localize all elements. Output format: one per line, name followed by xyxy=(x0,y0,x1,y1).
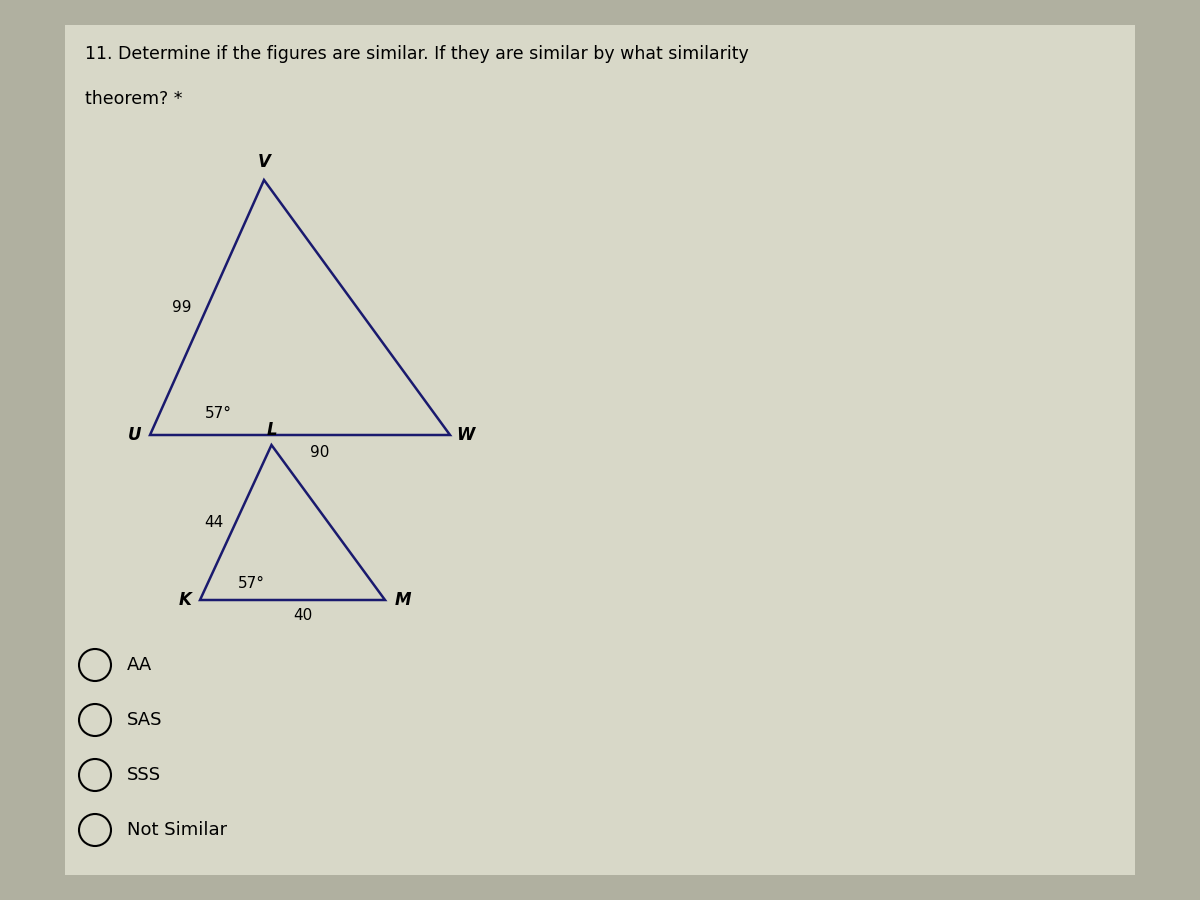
Text: AA: AA xyxy=(127,656,152,674)
Text: U: U xyxy=(128,426,142,444)
Text: theorem? *: theorem? * xyxy=(85,90,182,108)
Text: L: L xyxy=(266,421,277,439)
Text: 99: 99 xyxy=(173,300,192,315)
Text: 57°: 57° xyxy=(238,575,265,590)
Text: W: W xyxy=(456,426,474,444)
Text: Not Similar: Not Similar xyxy=(127,821,227,839)
Text: 90: 90 xyxy=(311,446,330,461)
Text: SSS: SSS xyxy=(127,766,161,784)
FancyBboxPatch shape xyxy=(65,25,1135,875)
Text: SAS: SAS xyxy=(127,711,162,729)
Text: 40: 40 xyxy=(293,608,312,624)
Text: K: K xyxy=(179,591,192,609)
Text: 44: 44 xyxy=(204,515,223,530)
Text: M: M xyxy=(395,591,412,609)
Text: 11. Determine if the figures are similar. If they are similar by what similarity: 11. Determine if the figures are similar… xyxy=(85,45,749,63)
Text: V: V xyxy=(258,153,270,171)
Text: 57°: 57° xyxy=(205,406,232,420)
